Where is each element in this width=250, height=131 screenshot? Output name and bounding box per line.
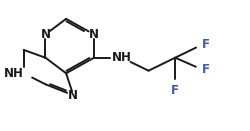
- Text: N: N: [40, 28, 50, 41]
- Text: F: F: [201, 63, 209, 76]
- Text: F: F: [201, 38, 209, 51]
- Text: NH: NH: [112, 51, 131, 64]
- Text: F: F: [170, 84, 178, 97]
- Text: N: N: [88, 28, 99, 41]
- Text: NH: NH: [4, 67, 24, 80]
- Text: N: N: [68, 89, 78, 102]
